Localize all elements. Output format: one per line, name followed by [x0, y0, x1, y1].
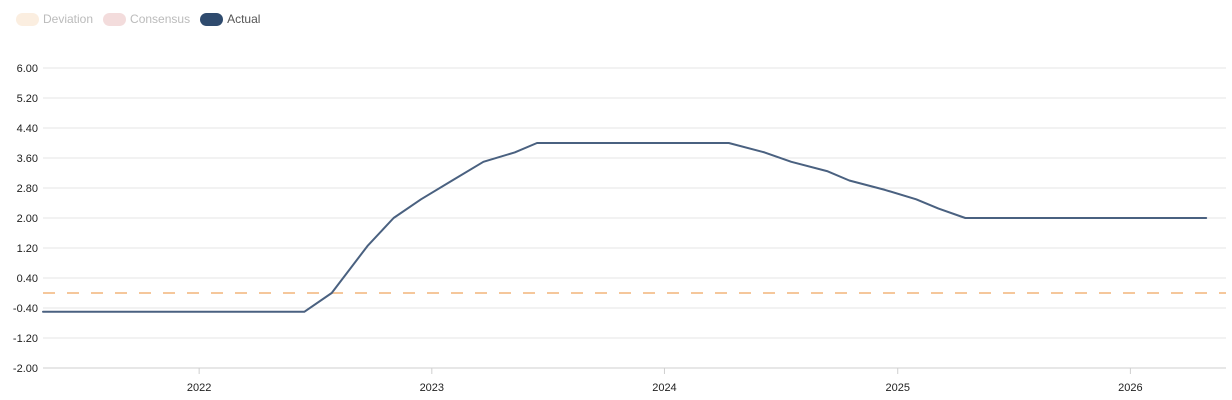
legend-label-consensus: Consensus — [130, 12, 191, 26]
data-point[interactable] — [823, 167, 831, 175]
y-tick-label: -1.20 — [13, 333, 38, 345]
x-tick-label: 2024 — [652, 382, 676, 394]
data-point[interactable] — [390, 214, 398, 222]
legend-label-actual: Actual — [227, 12, 261, 26]
series-line-actual — [42, 142, 1208, 313]
x-tick-label: 2023 — [420, 382, 444, 394]
data-point[interactable] — [935, 205, 943, 213]
legend-item-consensus[interactable]: Consensus — [103, 11, 190, 27]
data-point[interactable] — [1024, 214, 1032, 222]
y-tick-label: 3.60 — [17, 153, 38, 165]
x-tick-label: 2025 — [886, 382, 910, 394]
data-point[interactable] — [845, 177, 853, 185]
data-point[interactable] — [961, 214, 969, 222]
y-tick-label: 4.40 — [17, 123, 38, 135]
y-axis-labels: 6.00 5.20 4.40 3.60 2.80 2.00 1.20 0.40 -0.40 -1.… — [13, 63, 38, 375]
data-point[interactable] — [363, 242, 371, 250]
data-point[interactable] — [912, 195, 920, 203]
data-point[interactable] — [881, 186, 889, 194]
data-point[interactable] — [39, 308, 47, 316]
data-point[interactable] — [993, 214, 1001, 222]
x-tick-label: 2026 — [1118, 382, 1142, 394]
data-point[interactable] — [1202, 214, 1210, 222]
data-point[interactable] — [328, 289, 336, 297]
y-tick-label: 5.20 — [17, 93, 38, 105]
data-point[interactable] — [591, 139, 599, 147]
y-gridlines — [43, 67, 1226, 369]
y-tick-label: -0.40 — [13, 303, 38, 315]
data-point[interactable] — [417, 195, 425, 203]
data-point[interactable] — [761, 148, 769, 156]
y-tick-label: 6.00 — [17, 63, 38, 75]
data-point[interactable] — [725, 139, 733, 147]
chart-legend: Deviation Consensus Actual — [16, 11, 260, 27]
data-point[interactable] — [448, 177, 456, 185]
data-point[interactable] — [479, 158, 487, 166]
data-point[interactable] — [511, 148, 519, 156]
legend-swatch-actual — [200, 12, 224, 26]
legend-swatch-deviation — [16, 12, 39, 26]
legend-label-deviation: Deviation — [43, 12, 94, 26]
y-tick-label: 2.80 — [17, 183, 38, 195]
y-tick-label: 0.40 — [17, 273, 38, 285]
x-axis-labels: 2022 2023 2024 2025 2026 — [187, 382, 1143, 394]
y-tick-label: 2.00 — [17, 213, 38, 225]
data-point[interactable] — [533, 139, 541, 147]
legend-swatch-consensus — [103, 12, 127, 26]
x-tick-label: 2022 — [187, 382, 211, 394]
data-point[interactable] — [787, 158, 795, 166]
series-points-actual — [39, 139, 1210, 316]
legend-item-actual[interactable]: Actual — [200, 11, 260, 27]
y-tick-label: 1.20 — [17, 243, 38, 255]
data-point[interactable] — [300, 308, 308, 316]
legend-item-deviation[interactable]: Deviation — [16, 11, 93, 27]
y-tick-label: -2.00 — [13, 363, 38, 375]
